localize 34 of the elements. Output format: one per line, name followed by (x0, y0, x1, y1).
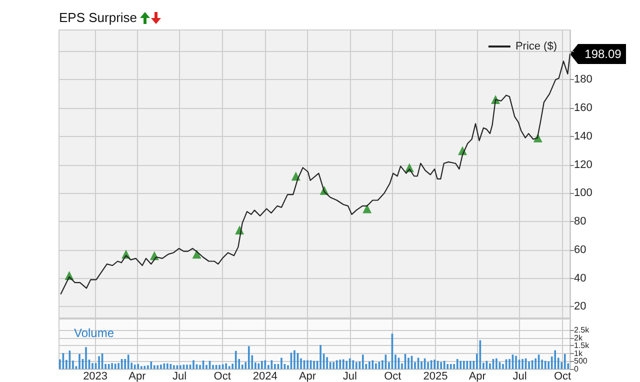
chart-title: EPS Surprise (59, 10, 138, 25)
y-tick-label: 60 (574, 244, 586, 256)
y-tick-label: 180 (574, 74, 592, 86)
y-tick-label: 2.5k (574, 325, 590, 334)
x-tick-label: Apr (468, 370, 486, 382)
y-tick-label: 1k (574, 348, 584, 358)
y-tick-label: 140 (574, 130, 592, 142)
y-tick-label: 100 (574, 187, 592, 200)
x-tick-label: Apr (298, 370, 316, 382)
x-tick-label: Apr (128, 370, 146, 382)
x-tick-label: Oct (384, 370, 402, 382)
y-tick-label: 80 (574, 216, 586, 228)
legend-label: Price ($) (515, 40, 557, 52)
point (192, 250, 202, 259)
annotation: 198.09 (584, 46, 622, 61)
x-tick-label: Oct (554, 370, 572, 382)
text: Volume (74, 326, 114, 340)
y-tick-label: 20 (574, 300, 586, 313)
y-tick-label: 0 (574, 364, 579, 374)
y-tick-label: 40 (574, 272, 586, 284)
x-tick-label: Jul (172, 370, 187, 382)
x-tick-label: 2024 (252, 370, 278, 382)
line-series (60, 53, 571, 294)
y-tick-label: 1.5k (574, 341, 590, 350)
y-tick-label: 2k (574, 333, 584, 342)
x-tick-label: 2025 (423, 370, 448, 382)
x-tick-label: 2023 (83, 370, 108, 382)
point (362, 204, 372, 214)
y-tick-label: 160 (574, 102, 592, 114)
y-tick-label: 120 (574, 158, 592, 171)
y-tick-label: 500 (574, 356, 588, 366)
x-tick-label: Oct (214, 370, 231, 382)
x-tick-label: Jul (512, 370, 527, 382)
x-tick-label: Jul (342, 370, 357, 382)
